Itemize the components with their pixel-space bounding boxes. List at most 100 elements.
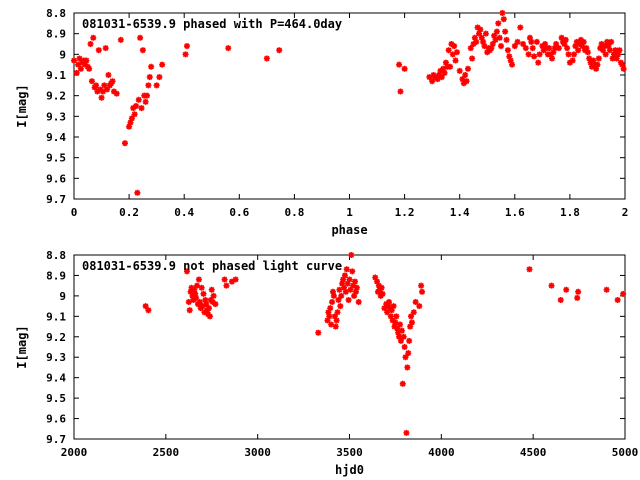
x-tick-label: 2000 [61,446,88,459]
data-point [562,36,569,43]
y-tick-label: 9.4 [46,131,66,144]
data-point [374,278,381,285]
data-point [478,34,485,41]
data-point [441,69,448,76]
data-point [609,55,616,62]
data-point [327,305,334,312]
data-point [340,276,347,283]
data-point [460,80,467,87]
data-point [138,105,145,112]
data-point [588,63,595,70]
data-point [94,88,101,95]
data-point [522,45,529,52]
data-point [401,65,408,72]
data-point [88,78,95,85]
data-point [482,30,489,37]
x-tick-label: 0.4 [174,206,194,219]
data-point [135,96,142,103]
x-tick-label: 3000 [244,446,271,459]
data-point [563,286,570,293]
data-point [276,47,283,54]
data-point [506,53,513,60]
data-point [75,61,82,68]
data-point [191,286,198,293]
data-point [183,268,190,275]
data-point [601,43,608,50]
data-point [615,51,622,58]
data-point [442,59,449,66]
data-point [492,36,499,43]
x-axis-label: phase [331,223,367,237]
data-point [101,82,108,89]
data-point [395,329,402,336]
data-point [346,276,353,283]
x-tick-label: 1.2 [395,206,415,219]
data-point [438,74,445,81]
data-point [491,32,498,39]
data-point [511,43,518,50]
data-point [620,65,627,72]
data-point [456,67,463,74]
data-point [142,303,149,310]
data-point [347,286,354,293]
y-tick-label: 9.6 [46,172,66,185]
data-point [408,319,415,326]
data-point [529,45,536,52]
data-point [335,296,342,303]
phased-light-curve-panel: 0 0.2 0.4 0.6 0.8 1 1.2 1.4 1.6 1.8 2 8.8 8.9 9 9.1 9.2… [15,7,628,237]
data-point [473,38,480,45]
data-point [517,24,524,31]
data-point [145,307,152,314]
data-point [196,299,203,306]
x-tick-label: 1.4 [450,206,470,219]
x-tick-label: 4000 [428,446,455,459]
data-point [539,43,546,50]
data-point [613,55,620,62]
data-point [132,103,139,109]
y-tick-label: 9.5 [46,392,66,405]
y-tick-label: 9.4 [46,372,66,385]
data-point [526,266,533,273]
data-point [593,65,600,72]
data-point [580,38,587,45]
data-point [542,41,549,47]
data-point [134,189,141,196]
data-point [76,55,83,62]
data-point [341,272,348,279]
y-tick-label: 9.1 [46,69,66,82]
data-point [584,49,591,56]
data-point [431,74,438,81]
data-point [533,38,540,45]
data-point [614,296,621,303]
data-point [139,47,146,54]
data-point [470,41,477,47]
data-point [159,61,166,68]
data-point [561,41,568,47]
data-point [616,47,623,54]
data-point [452,57,459,64]
data-point [128,115,135,122]
data-point [509,61,516,68]
data-point [228,278,235,285]
data-point [558,34,565,41]
data-point [189,292,196,299]
data-point [396,61,403,68]
data-point [586,55,593,62]
data-point [195,276,202,283]
data-point [408,313,415,320]
data-point [95,47,102,54]
data-point [535,59,542,66]
data-point [206,313,213,320]
data-point [488,45,495,52]
data-point [336,286,343,293]
data-point [520,41,527,47]
data-point [419,288,426,295]
data-point [574,294,581,301]
y-tick-label: 9.2 [46,331,66,344]
data-point [156,74,163,81]
data-point [397,321,404,328]
data-point [575,47,582,54]
data-point [198,284,205,291]
data-point [569,57,576,64]
